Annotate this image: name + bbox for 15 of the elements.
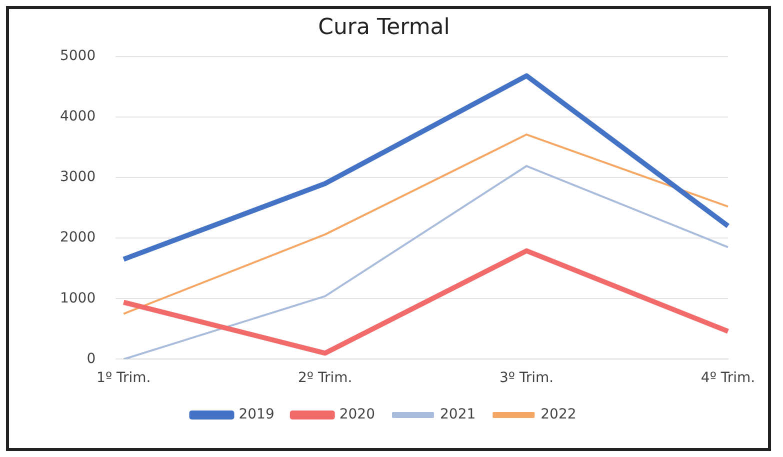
chart-title: Cura Termal: [318, 14, 450, 40]
legend-label: 2022: [540, 406, 576, 423]
y-tick-label: 4000: [60, 108, 96, 125]
y-tick-label: 1000: [60, 290, 96, 306]
x-tick-label: 4º Trim.: [700, 370, 756, 386]
x-tick-label: 1º Trim.: [96, 370, 151, 386]
y-tick-label: 3000: [60, 169, 96, 186]
y-tick-label: 5000: [60, 48, 96, 64]
legend-label: 2019: [238, 406, 274, 423]
x-tick-label: 3º Trim.: [499, 370, 554, 386]
legend-label: 2021: [440, 406, 476, 423]
y-tick-label: 2000: [60, 230, 96, 246]
y-tick-label: 0: [86, 350, 96, 367]
legend-label: 2020: [339, 406, 376, 423]
x-tick-label: 2º Trim.: [298, 370, 352, 386]
